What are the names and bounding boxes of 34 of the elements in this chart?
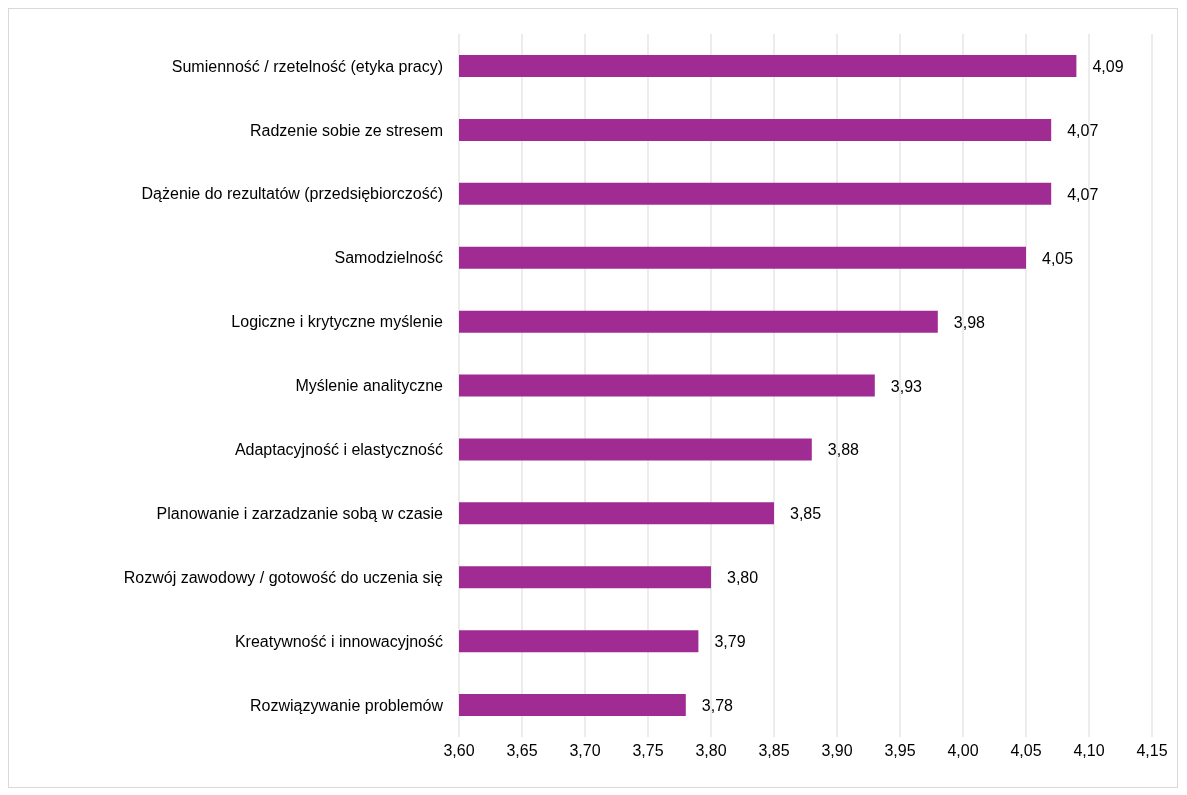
y-tick-label: Rozwój zawodowy / gotowość do uczenia się — [123, 568, 444, 586]
y-tick-label: Kreatywność i innowacyjność — [234, 632, 443, 650]
data-label: 3,98 — [953, 313, 986, 331]
x-tick-label: 4,15 — [1136, 742, 1168, 760]
x-tick-label: 3,90 — [821, 742, 853, 760]
x-tick-label: 3,95 — [884, 742, 916, 760]
x-tick-label: 3,75 — [632, 742, 664, 760]
data-label: 3,79 — [714, 633, 746, 651]
y-tick-label: Rozwiązywanie problemów — [250, 696, 444, 714]
y-tick-label: Planowanie i zarzadzanie sobą w czasie — [156, 505, 444, 522]
x-tick-label: 3,60 — [443, 742, 475, 760]
data-label: 3,85 — [790, 505, 822, 523]
data-label: 4,09 — [1092, 58, 1124, 75]
y-tick-label: Myślenie analityczne — [295, 377, 444, 395]
x-tick-label: 3,85 — [758, 742, 790, 760]
data-label: 4,07 — [1067, 121, 1099, 139]
y-tick-label: Dążenie do rezultatów (przedsiębiorczość) — [141, 185, 443, 203]
x-tick-label: 3,70 — [569, 742, 601, 760]
y-tick-label: Logiczne i krytyczne myślenie — [231, 313, 444, 331]
data-label: 4,05 — [1042, 249, 1074, 267]
data-label: 3,78 — [701, 697, 734, 715]
data-label: 4,07 — [1067, 185, 1099, 203]
y-tick-label: Radzenie sobie ze stresem — [250, 121, 443, 139]
data-label: 3,93 — [890, 377, 923, 395]
data-label: 3,80 — [727, 569, 759, 587]
y-tick-label: Adaptacyjność i elastyczność — [234, 441, 443, 459]
x-tick-label: 3,65 — [506, 742, 538, 760]
x-tick-label: 4,05 — [1010, 742, 1042, 760]
y-tick-label: Sumienność / rzetelność (etyka pracy) — [171, 57, 443, 75]
data-label: 3,88 — [827, 441, 860, 459]
x-tick-label: 3,80 — [695, 742, 727, 760]
y-tick-label: Samodzielność — [334, 249, 443, 267]
x-tick-label: 4,00 — [947, 742, 979, 760]
x-tick-label: 4,10 — [1073, 742, 1105, 760]
